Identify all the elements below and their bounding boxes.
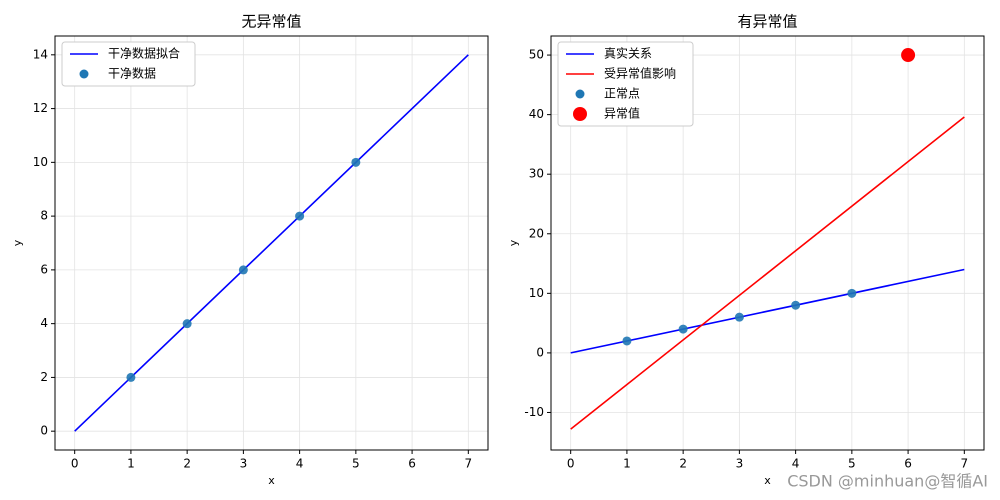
y-tick-label: 10 (33, 155, 48, 169)
y-tick-label: 12 (33, 101, 48, 115)
chart-title: 有异常值 (737, 13, 797, 31)
plot-frame (550, 35, 985, 451)
point (238, 265, 248, 275)
y-tick-label: 40 (529, 107, 544, 121)
x-tick-label: 1 (623, 457, 631, 471)
legend-box (557, 41, 694, 127)
point (182, 319, 192, 329)
y-axis-label: y (507, 239, 520, 246)
plot-frame (54, 35, 489, 451)
x-tick-label: 0 (567, 457, 575, 471)
chart-title: 无异常值 (241, 13, 301, 31)
y-tick-label: 50 (529, 48, 544, 62)
legend-swatch (573, 107, 587, 121)
y-tick-label: 0 (536, 345, 544, 359)
point (791, 300, 801, 310)
legend-label: 干净数据 (108, 66, 156, 81)
x-axis-label: x (764, 474, 771, 487)
watermark: CSDN @minhuan@智循AI (787, 472, 988, 491)
x-tick-label: 6 (408, 457, 416, 471)
y-tick-label: 2 (40, 370, 48, 384)
y-tick-label: 20 (529, 226, 544, 240)
point (901, 48, 916, 63)
point (126, 372, 136, 382)
x-tick-label: 5 (848, 457, 856, 471)
line (570, 116, 965, 430)
y-tick-label: 14 (33, 47, 48, 61)
x-tick-label: 3 (736, 457, 744, 471)
line (570, 268, 965, 354)
x-tick-label: 2 (183, 457, 191, 471)
y-tick-label: 6 (40, 262, 48, 276)
legend-label: 干净数据拟合 (108, 46, 180, 61)
point (622, 336, 632, 346)
legend-label: 受异常值影响 (604, 66, 676, 81)
x-tick-label: 1 (127, 457, 135, 471)
y-tick-label: 0 (40, 424, 48, 438)
point (847, 288, 857, 298)
point (351, 157, 361, 167)
y-tick-label: 8 (40, 209, 48, 223)
x-tick-label: 5 (352, 457, 360, 471)
x-tick-label: 7 (464, 457, 472, 471)
legend-box (61, 41, 196, 87)
y-tick-label: -10 (524, 405, 544, 419)
x-axis-label: x (268, 474, 275, 487)
x-tick-label: 4 (792, 457, 800, 471)
legend-swatch (79, 69, 89, 79)
legend-label: 真实关系 (604, 46, 652, 61)
line (74, 54, 469, 432)
x-tick-label: 0 (71, 457, 79, 471)
point (678, 324, 688, 334)
y-tick-label: 4 (40, 316, 48, 330)
legend-label: 异常值 (604, 106, 640, 121)
legend-label: 正常点 (604, 87, 640, 101)
x-tick-label: 4 (296, 457, 304, 471)
x-tick-label: 2 (679, 457, 687, 471)
point (734, 312, 744, 322)
y-tick-label: 10 (529, 286, 544, 300)
y-axis-label: y (11, 239, 24, 246)
y-tick-label: 30 (529, 167, 544, 181)
x-tick-label: 3 (240, 457, 248, 471)
x-tick-label: 6 (904, 457, 912, 471)
legend-swatch (575, 89, 585, 99)
point (295, 211, 305, 221)
x-tick-label: 7 (960, 457, 968, 471)
